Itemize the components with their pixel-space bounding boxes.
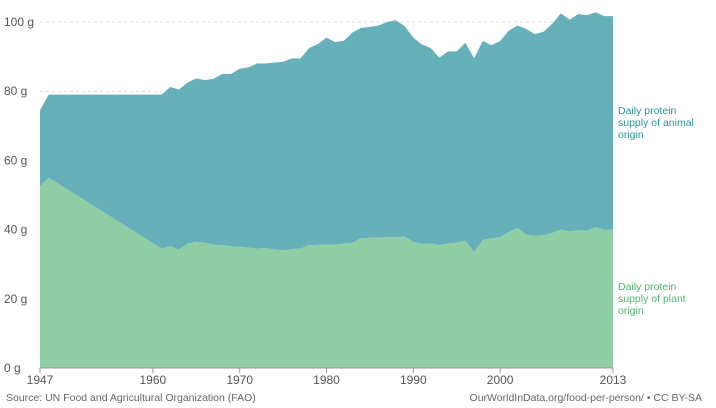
source-note: Source: UN Food and Agricultural Organiz… (6, 392, 256, 404)
x-tick-label: 1947 (27, 373, 54, 387)
x-tick-label: 1980 (313, 373, 340, 387)
area-animal-origin[interactable] (40, 12, 613, 253)
series-labels: Daily protein supply of plant origin Daily … (618, 105, 694, 317)
stacked-areas (40, 12, 613, 368)
y-axis: 0 g 20 g 40 g 60 g 80 g 100 g (4, 15, 34, 375)
x-tick-label: 2013 (600, 373, 627, 387)
y-tick-label: 20 g (4, 292, 27, 306)
y-tick-label: 80 g (4, 84, 27, 98)
credit-link[interactable]: OurWorldInData.org/food-per-person/ • CC… (469, 392, 702, 404)
chart: 0 g 20 g 40 g 60 g 80 g 100 g 1947 1960 1970 198… (4, 12, 694, 387)
x-tick-label: 1990 (400, 373, 427, 387)
y-tick-label: 40 g (4, 223, 27, 237)
y-tick-label: 60 g (4, 153, 27, 167)
x-tick-label: 2000 (487, 373, 514, 387)
y-tick-label: 100 g (4, 15, 34, 29)
x-axis: 1947 1960 1970 1980 1990 2000 2013 (27, 367, 627, 387)
x-tick-label: 1960 (140, 373, 167, 387)
area-plant-origin[interactable] (40, 177, 613, 368)
y-tick-label: 0 g (4, 361, 21, 375)
x-tick-label: 1970 (226, 373, 253, 387)
series-label-plant-origin: Daily protein supply of plant origin (618, 281, 686, 317)
series-label-animal-origin: Daily protein supply of animal origin (618, 105, 694, 141)
